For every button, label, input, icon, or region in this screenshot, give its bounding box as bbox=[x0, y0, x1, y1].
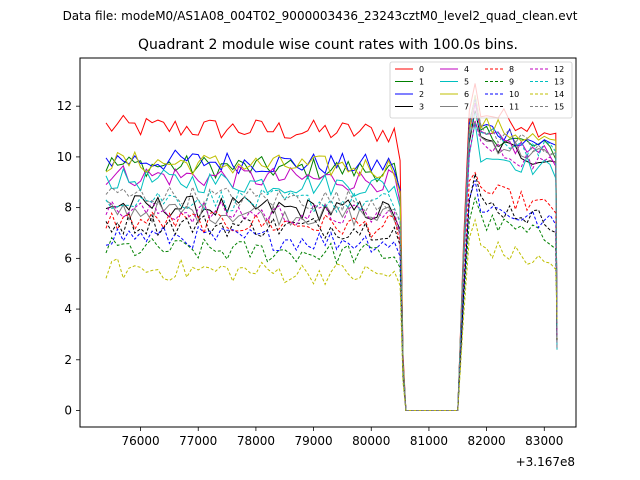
x-tick-label: 76000 bbox=[121, 434, 159, 448]
legend-label-9: 9 bbox=[509, 78, 514, 87]
legend-label-6: 6 bbox=[464, 90, 469, 99]
x-tick-label: 81000 bbox=[410, 434, 448, 448]
legend-label-1: 1 bbox=[419, 78, 424, 87]
series-line-9 bbox=[105, 196, 558, 411]
series-line-8 bbox=[105, 171, 558, 411]
y-tick-label: 12 bbox=[57, 99, 72, 113]
y-tick-label: 2 bbox=[64, 353, 72, 367]
legend-label-4: 4 bbox=[464, 65, 469, 74]
series-line-7 bbox=[105, 120, 558, 411]
plot-frame bbox=[79, 57, 577, 428]
legend-label-12: 12 bbox=[554, 65, 564, 74]
y-tick-label: 8 bbox=[64, 201, 72, 215]
x-axis: 76000 77000 78000 79000 80000 81000 82000 83000 bbox=[121, 427, 563, 448]
series-layer bbox=[105, 83, 558, 411]
suptitle: Data file: modeM0/AS1A08_004T02_90000034… bbox=[63, 9, 578, 23]
x-tick-label: 79000 bbox=[294, 434, 332, 448]
x-offset-label: +3.167e8 bbox=[516, 455, 575, 469]
legend-label-3: 3 bbox=[419, 103, 424, 112]
x-tick-label: 77000 bbox=[179, 434, 217, 448]
x-tick-label: 82000 bbox=[468, 434, 506, 448]
series-line-6 bbox=[105, 94, 558, 411]
y-tick-label: 4 bbox=[64, 302, 72, 316]
series-line-2 bbox=[105, 97, 558, 411]
series-line-10 bbox=[105, 180, 558, 411]
x-tick-label: 80000 bbox=[352, 434, 390, 448]
y-axis: 0 2 4 6 8 10 12 bbox=[57, 99, 80, 418]
series-line-4 bbox=[105, 103, 558, 411]
legend-label-13: 13 bbox=[554, 78, 564, 87]
y-tick-label: 10 bbox=[57, 150, 72, 164]
legend-label-10: 10 bbox=[509, 90, 519, 99]
series-line-1 bbox=[105, 97, 558, 411]
y-tick-label: 6 bbox=[64, 251, 72, 265]
legend-label-14: 14 bbox=[554, 90, 564, 99]
series-line-11 bbox=[105, 173, 558, 411]
series-line-14 bbox=[105, 218, 558, 411]
legend-label-0: 0 bbox=[419, 65, 424, 74]
legend-label-11: 11 bbox=[509, 103, 519, 112]
x-tick-label: 83000 bbox=[525, 434, 563, 448]
legend-label-15: 15 bbox=[554, 103, 564, 112]
legend-frame bbox=[389, 61, 573, 119]
legend-label-5: 5 bbox=[464, 78, 469, 87]
legend-label-2: 2 bbox=[419, 90, 424, 99]
x-tick-label: 78000 bbox=[237, 434, 275, 448]
legend-label-8: 8 bbox=[509, 65, 514, 74]
legend-label-7: 7 bbox=[464, 103, 469, 112]
series-line-5 bbox=[105, 122, 558, 411]
chart-title: Quadrant 2 module wise count rates with … bbox=[138, 37, 518, 53]
y-tick-label: 0 bbox=[64, 404, 72, 418]
series-line-15 bbox=[105, 95, 558, 411]
series-line-13 bbox=[105, 110, 558, 411]
